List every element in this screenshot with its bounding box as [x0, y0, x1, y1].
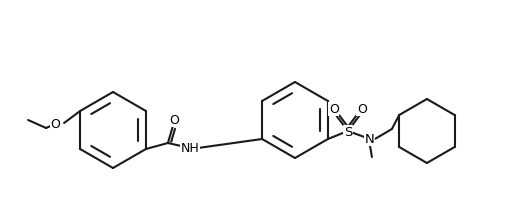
Text: O: O [50, 117, 60, 131]
Text: NH: NH [181, 141, 199, 155]
Text: O: O [169, 113, 179, 127]
Text: S: S [344, 126, 352, 138]
Text: N: N [365, 132, 375, 145]
Text: O: O [357, 102, 367, 116]
Text: O: O [329, 102, 339, 116]
